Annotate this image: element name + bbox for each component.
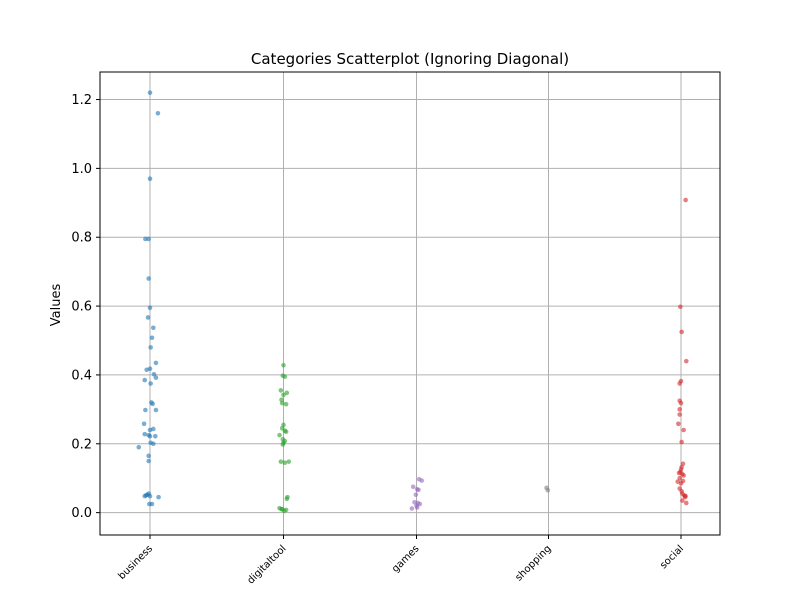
data-point	[155, 111, 161, 116]
data-point	[683, 358, 689, 364]
data-point	[676, 421, 681, 427]
y-tick-label: 0.4	[71, 368, 92, 383]
data-points	[136, 90, 689, 514]
data-point	[149, 501, 155, 507]
data-point	[153, 407, 159, 413]
data-point	[147, 493, 153, 499]
data-point	[146, 236, 151, 242]
data-point	[136, 444, 142, 450]
y-tick-label: 0.8	[71, 231, 92, 246]
data-point	[277, 432, 282, 438]
data-point	[147, 427, 153, 433]
data-point	[282, 460, 288, 466]
data-point	[147, 366, 153, 372]
data-point	[680, 498, 685, 503]
data-point	[683, 500, 689, 506]
data-point	[682, 494, 688, 500]
data-point	[278, 388, 284, 393]
plot-frame	[99, 71, 721, 536]
data-point	[282, 374, 288, 379]
data-point	[414, 505, 420, 510]
data-point	[677, 381, 682, 386]
data-point	[413, 492, 419, 498]
data-point	[679, 329, 684, 335]
data-point	[153, 360, 159, 366]
data-point	[678, 304, 683, 310]
data-point	[149, 335, 155, 341]
data-point	[153, 375, 159, 380]
data-point	[152, 433, 158, 439]
x-tick-label: social	[658, 543, 686, 571]
data-point	[156, 494, 161, 500]
grid-lines	[100, 72, 720, 535]
data-point	[147, 305, 153, 311]
data-point	[281, 422, 286, 428]
data-point	[681, 427, 686, 433]
data-point	[151, 371, 157, 377]
data-point	[142, 377, 148, 383]
y-axis-label: Values	[49, 284, 64, 327]
data-point	[143, 407, 148, 413]
data-point	[283, 401, 289, 407]
data-point	[147, 90, 153, 95]
data-point	[677, 412, 682, 417]
data-point	[146, 458, 151, 464]
data-point	[142, 431, 148, 437]
data-point	[147, 433, 153, 439]
x-tick-label: digitaltool	[245, 543, 288, 586]
data-point	[678, 481, 684, 486]
data-point	[281, 392, 286, 398]
chart-title: Categories Scatterplot (Ignoring Diagona…	[251, 50, 569, 68]
data-point	[681, 473, 686, 478]
x-tick-label: games	[390, 543, 422, 575]
x-tick-label: shopping	[513, 543, 553, 583]
data-point	[283, 507, 289, 513]
data-point	[147, 176, 153, 182]
data-point	[678, 400, 684, 406]
data-point	[283, 429, 289, 435]
data-point	[284, 390, 290, 396]
y-tick-label: 0.2	[71, 437, 92, 452]
data-point	[151, 441, 156, 447]
data-point	[145, 315, 151, 320]
y-tick-label: 1.0	[71, 162, 92, 177]
data-point	[278, 459, 284, 464]
data-point	[281, 362, 286, 368]
data-point	[148, 381, 153, 386]
y-tick-label: 0.0	[71, 506, 92, 521]
data-point	[410, 484, 416, 490]
data-point	[683, 197, 688, 203]
data-point	[150, 401, 155, 407]
data-point	[143, 236, 148, 242]
data-point	[409, 506, 415, 511]
data-point	[279, 506, 285, 512]
data-point	[279, 397, 284, 403]
y-tick-label: 1.2	[71, 93, 92, 108]
data-point	[545, 487, 551, 493]
data-point	[279, 400, 285, 406]
data-point	[416, 487, 421, 493]
data-point	[280, 442, 286, 447]
data-point	[151, 325, 156, 331]
data-point	[142, 493, 148, 499]
data-point	[286, 459, 292, 464]
y-tick-label: 0.6	[71, 300, 92, 315]
data-point	[679, 439, 684, 445]
data-point	[146, 453, 151, 459]
data-point	[146, 276, 151, 281]
data-point	[141, 421, 147, 427]
data-point	[677, 407, 682, 412]
data-point	[419, 478, 425, 483]
data-point	[148, 345, 153, 350]
data-point	[677, 475, 682, 481]
data-point	[284, 496, 290, 502]
x-tick-label: business	[117, 543, 156, 582]
